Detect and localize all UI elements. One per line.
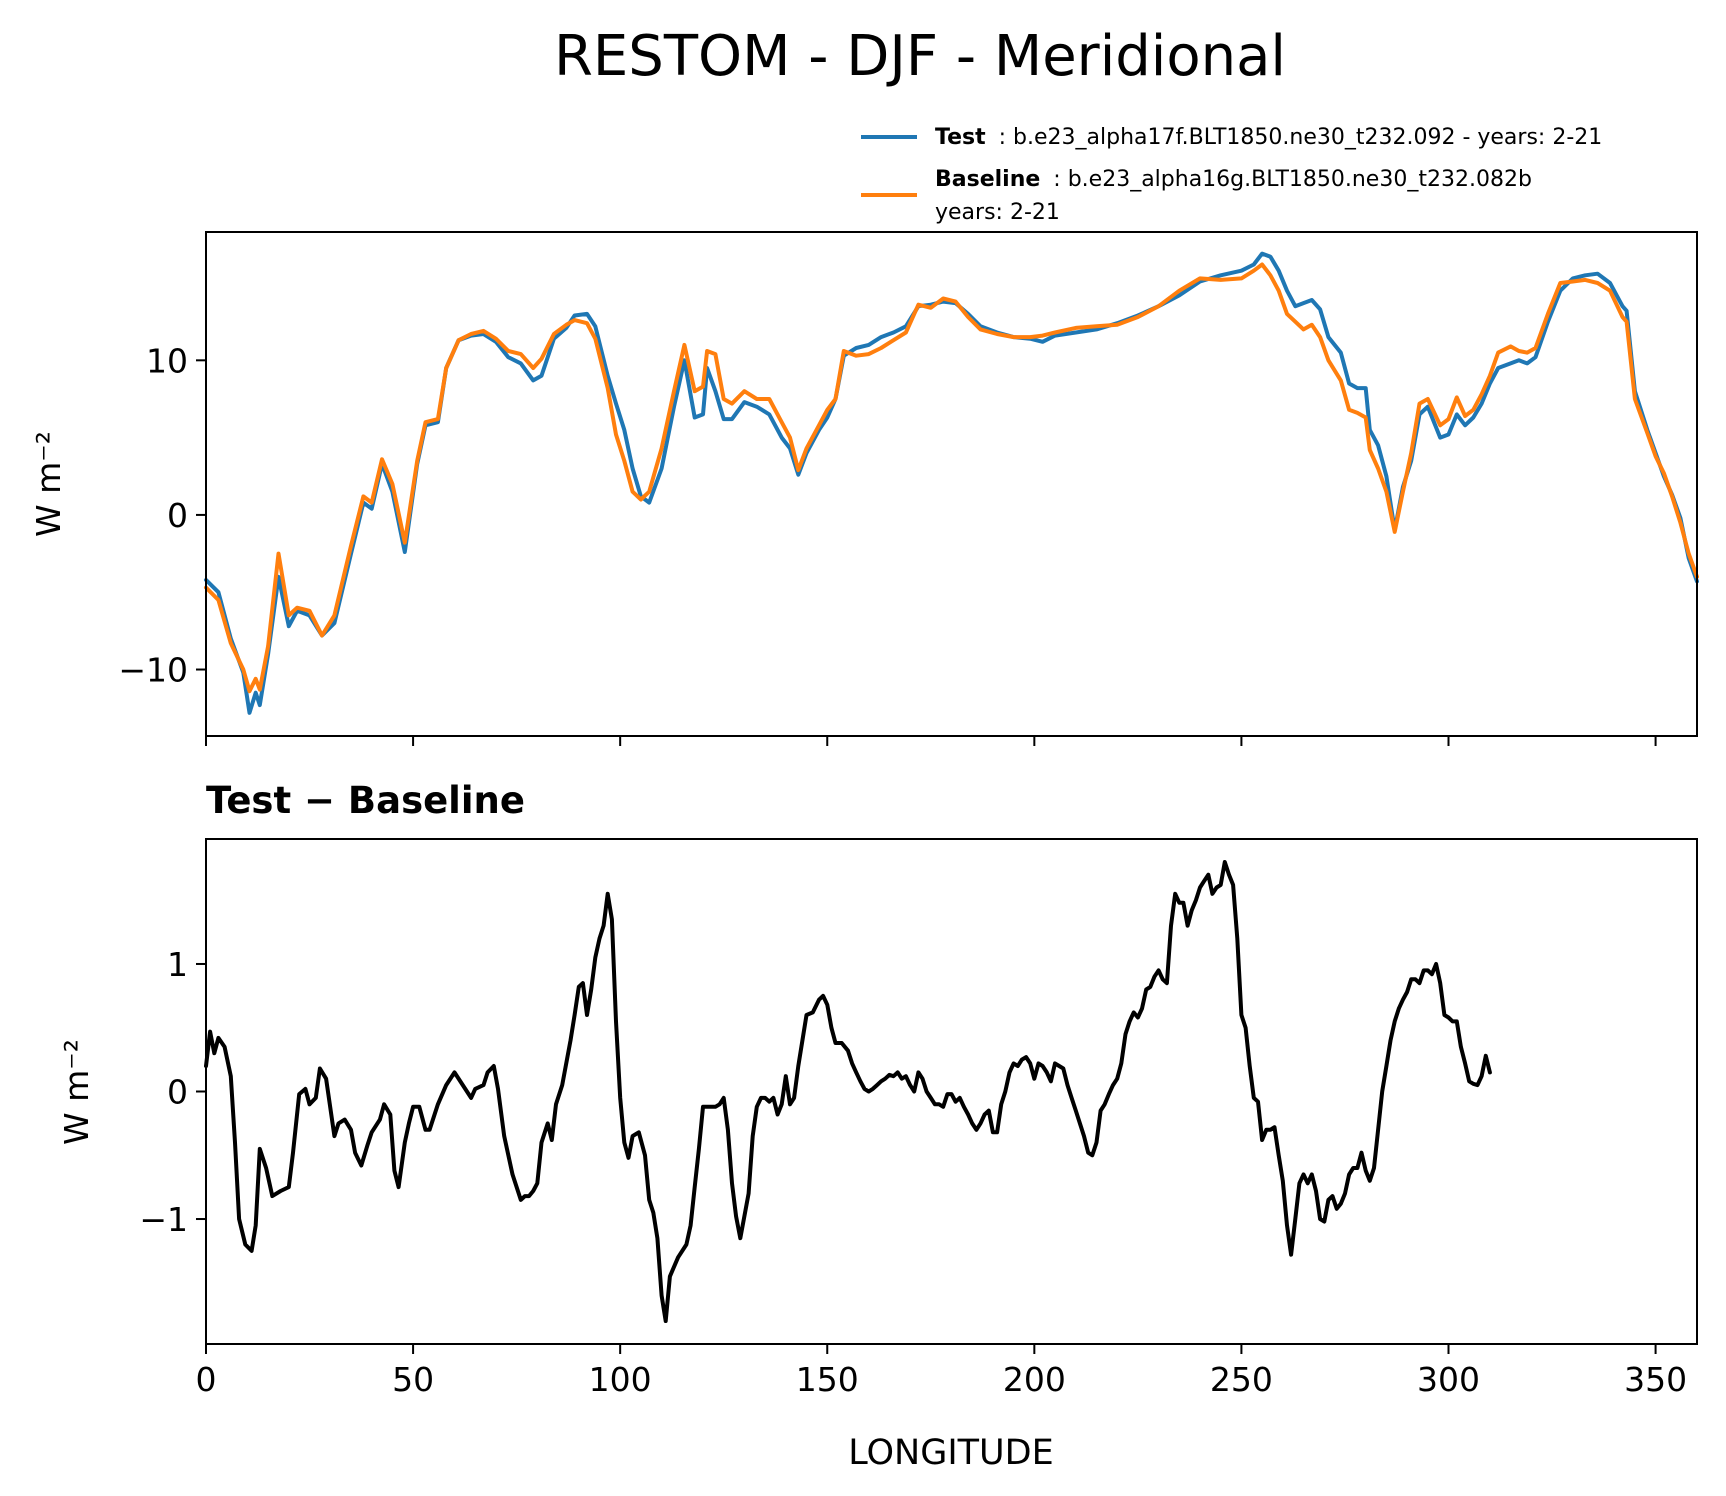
bottom-y-tick-label: 0: [167, 1073, 188, 1112]
diff-panel-title: Test − Baseline: [206, 779, 525, 822]
bottom-y-tick-label: −1: [139, 1200, 188, 1239]
legend-label-test-text: : b.e23_alpha17f.BLT1850.ne30_t232.092 -…: [999, 125, 1603, 150]
top-panel-frame: [205, 231, 1698, 737]
bottom-y-tick-label: 1: [167, 945, 188, 984]
bottom-x-tick-label: 200: [1003, 1360, 1066, 1399]
bottom-x-tick-label: 100: [589, 1360, 652, 1399]
legend-label-test-bold: Test: [935, 125, 986, 150]
bottom-x-tick-label: 50: [392, 1360, 434, 1399]
legend: Test : b.e23_alpha17f.BLT1850.ne30_t232.…: [861, 125, 1602, 225]
bottom-series-difference-line: [204, 860, 1492, 1323]
bottom-x-tick-label: 250: [1210, 1360, 1273, 1399]
legend-label-baseline-line2: years: 2-21: [935, 200, 1060, 225]
top-panel-ticks: 10 0 −10: [118, 341, 1657, 746]
legend-label-baseline: Baseline : b.e23_alpha16g.BLT1850.ne30_t…: [935, 167, 1532, 192]
top-series-baseline-line: [204, 262, 1699, 694]
top-y-tick-label: −10: [118, 651, 188, 690]
top-panel: 10 0 −10 W m⁻²: [29, 231, 1699, 746]
x-axis-label: LONGITUDE: [848, 1433, 1054, 1473]
top-y-axis-label: W m⁻²: [29, 431, 68, 537]
legend-label-test: Test : b.e23_alpha17f.BLT1850.ne30_t232.…: [935, 125, 1602, 150]
bottom-panel-frame: [205, 838, 1698, 1345]
bottom-panel: Test − Baseline 1 0 −1 0 50 100 150 200 250 300 35…: [57, 779, 1698, 1473]
top-y-tick-label: 0: [167, 496, 188, 535]
bottom-x-tick-label: 350: [1624, 1360, 1687, 1399]
legend-label-baseline-text: : b.e23_alpha16g.BLT1850.ne30_t232.082b: [1053, 167, 1532, 192]
chart-title: RESTOM - DJF - Meridional: [554, 24, 1286, 89]
bottom-x-tick-label: 300: [1417, 1360, 1480, 1399]
top-panel-lines: [204, 251, 1699, 715]
bottom-panel-lines: [204, 860, 1492, 1323]
bottom-y-axis-label: W m⁻²: [57, 1039, 96, 1145]
bottom-panel-ticks: 1 0 −1 0 50 100 150 200 250 300 350: [139, 945, 1687, 1399]
top-y-tick-label: 10: [146, 341, 188, 380]
bottom-x-tick-label: 150: [796, 1360, 859, 1399]
bottom-x-tick-label: 0: [196, 1360, 217, 1399]
legend-label-baseline-bold: Baseline: [935, 167, 1040, 192]
